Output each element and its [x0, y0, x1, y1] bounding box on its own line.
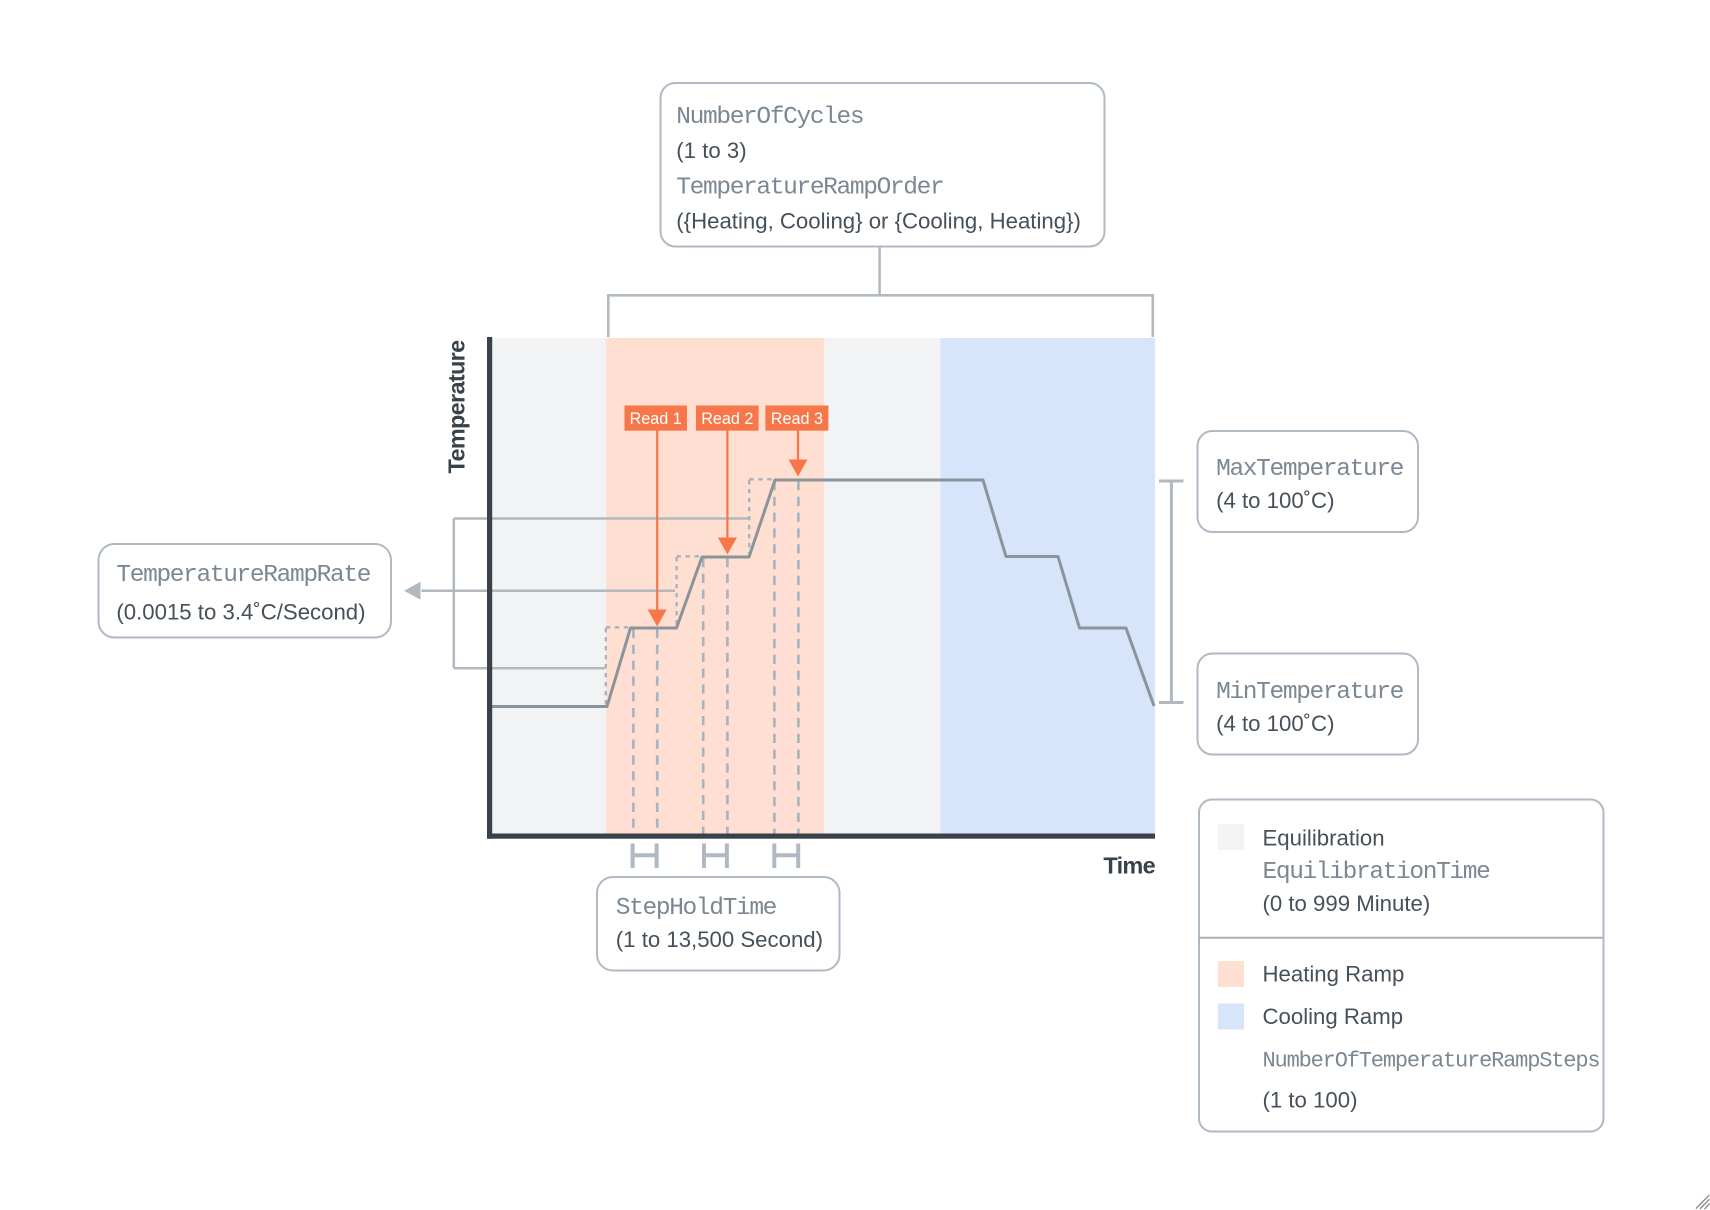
svg-text:MaxTemperature: MaxTemperature [1216, 456, 1404, 483]
svg-text:NumberOfTemperatureRampSteps: NumberOfTemperatureRampSteps [1263, 1048, 1600, 1073]
svg-text:(0.0015 to 3.4˚C/Second): (0.0015 to 3.4˚C/Second) [116, 600, 365, 625]
svg-text:StepHoldTime: StepHoldTime [616, 895, 777, 922]
svg-text:Equilibration: Equilibration [1263, 826, 1385, 851]
svg-text:Read 2: Read 2 [701, 410, 753, 428]
svg-text:Cooling Ramp: Cooling Ramp [1263, 1004, 1404, 1029]
svg-text:(0 to 999 Minute): (0 to 999 Minute) [1263, 891, 1431, 916]
svg-text:Time: Time [1103, 853, 1155, 879]
svg-text:(1 to 13,500 Second): (1 to 13,500 Second) [616, 927, 823, 952]
svg-text:(4 to 100˚C): (4 to 100˚C) [1216, 711, 1334, 736]
svg-text:EquilibrationTime: EquilibrationTime [1263, 859, 1491, 886]
svg-text:Heating Ramp: Heating Ramp [1263, 962, 1405, 987]
svg-text:({Heating, Cooling} or {Coolin: ({Heating, Cooling} or {Cooling, Heating… [676, 209, 1081, 234]
svg-text:NumberOfCycles: NumberOfCycles [676, 104, 863, 131]
svg-text:(4 to 100˚C): (4 to 100˚C) [1216, 488, 1334, 513]
svg-text:TemperatureRampRate: TemperatureRampRate [116, 562, 370, 589]
svg-text:Temperature: Temperature [444, 340, 470, 474]
svg-text:TemperatureRampOrder: TemperatureRampOrder [676, 174, 943, 201]
svg-text:Read 1: Read 1 [630, 410, 682, 428]
svg-text:MinTemperature: MinTemperature [1216, 679, 1404, 706]
svg-text:(1 to 3): (1 to 3) [676, 138, 746, 163]
svg-text:Read 3: Read 3 [771, 410, 823, 428]
svg-text:(1 to 100): (1 to 100) [1263, 1087, 1358, 1112]
